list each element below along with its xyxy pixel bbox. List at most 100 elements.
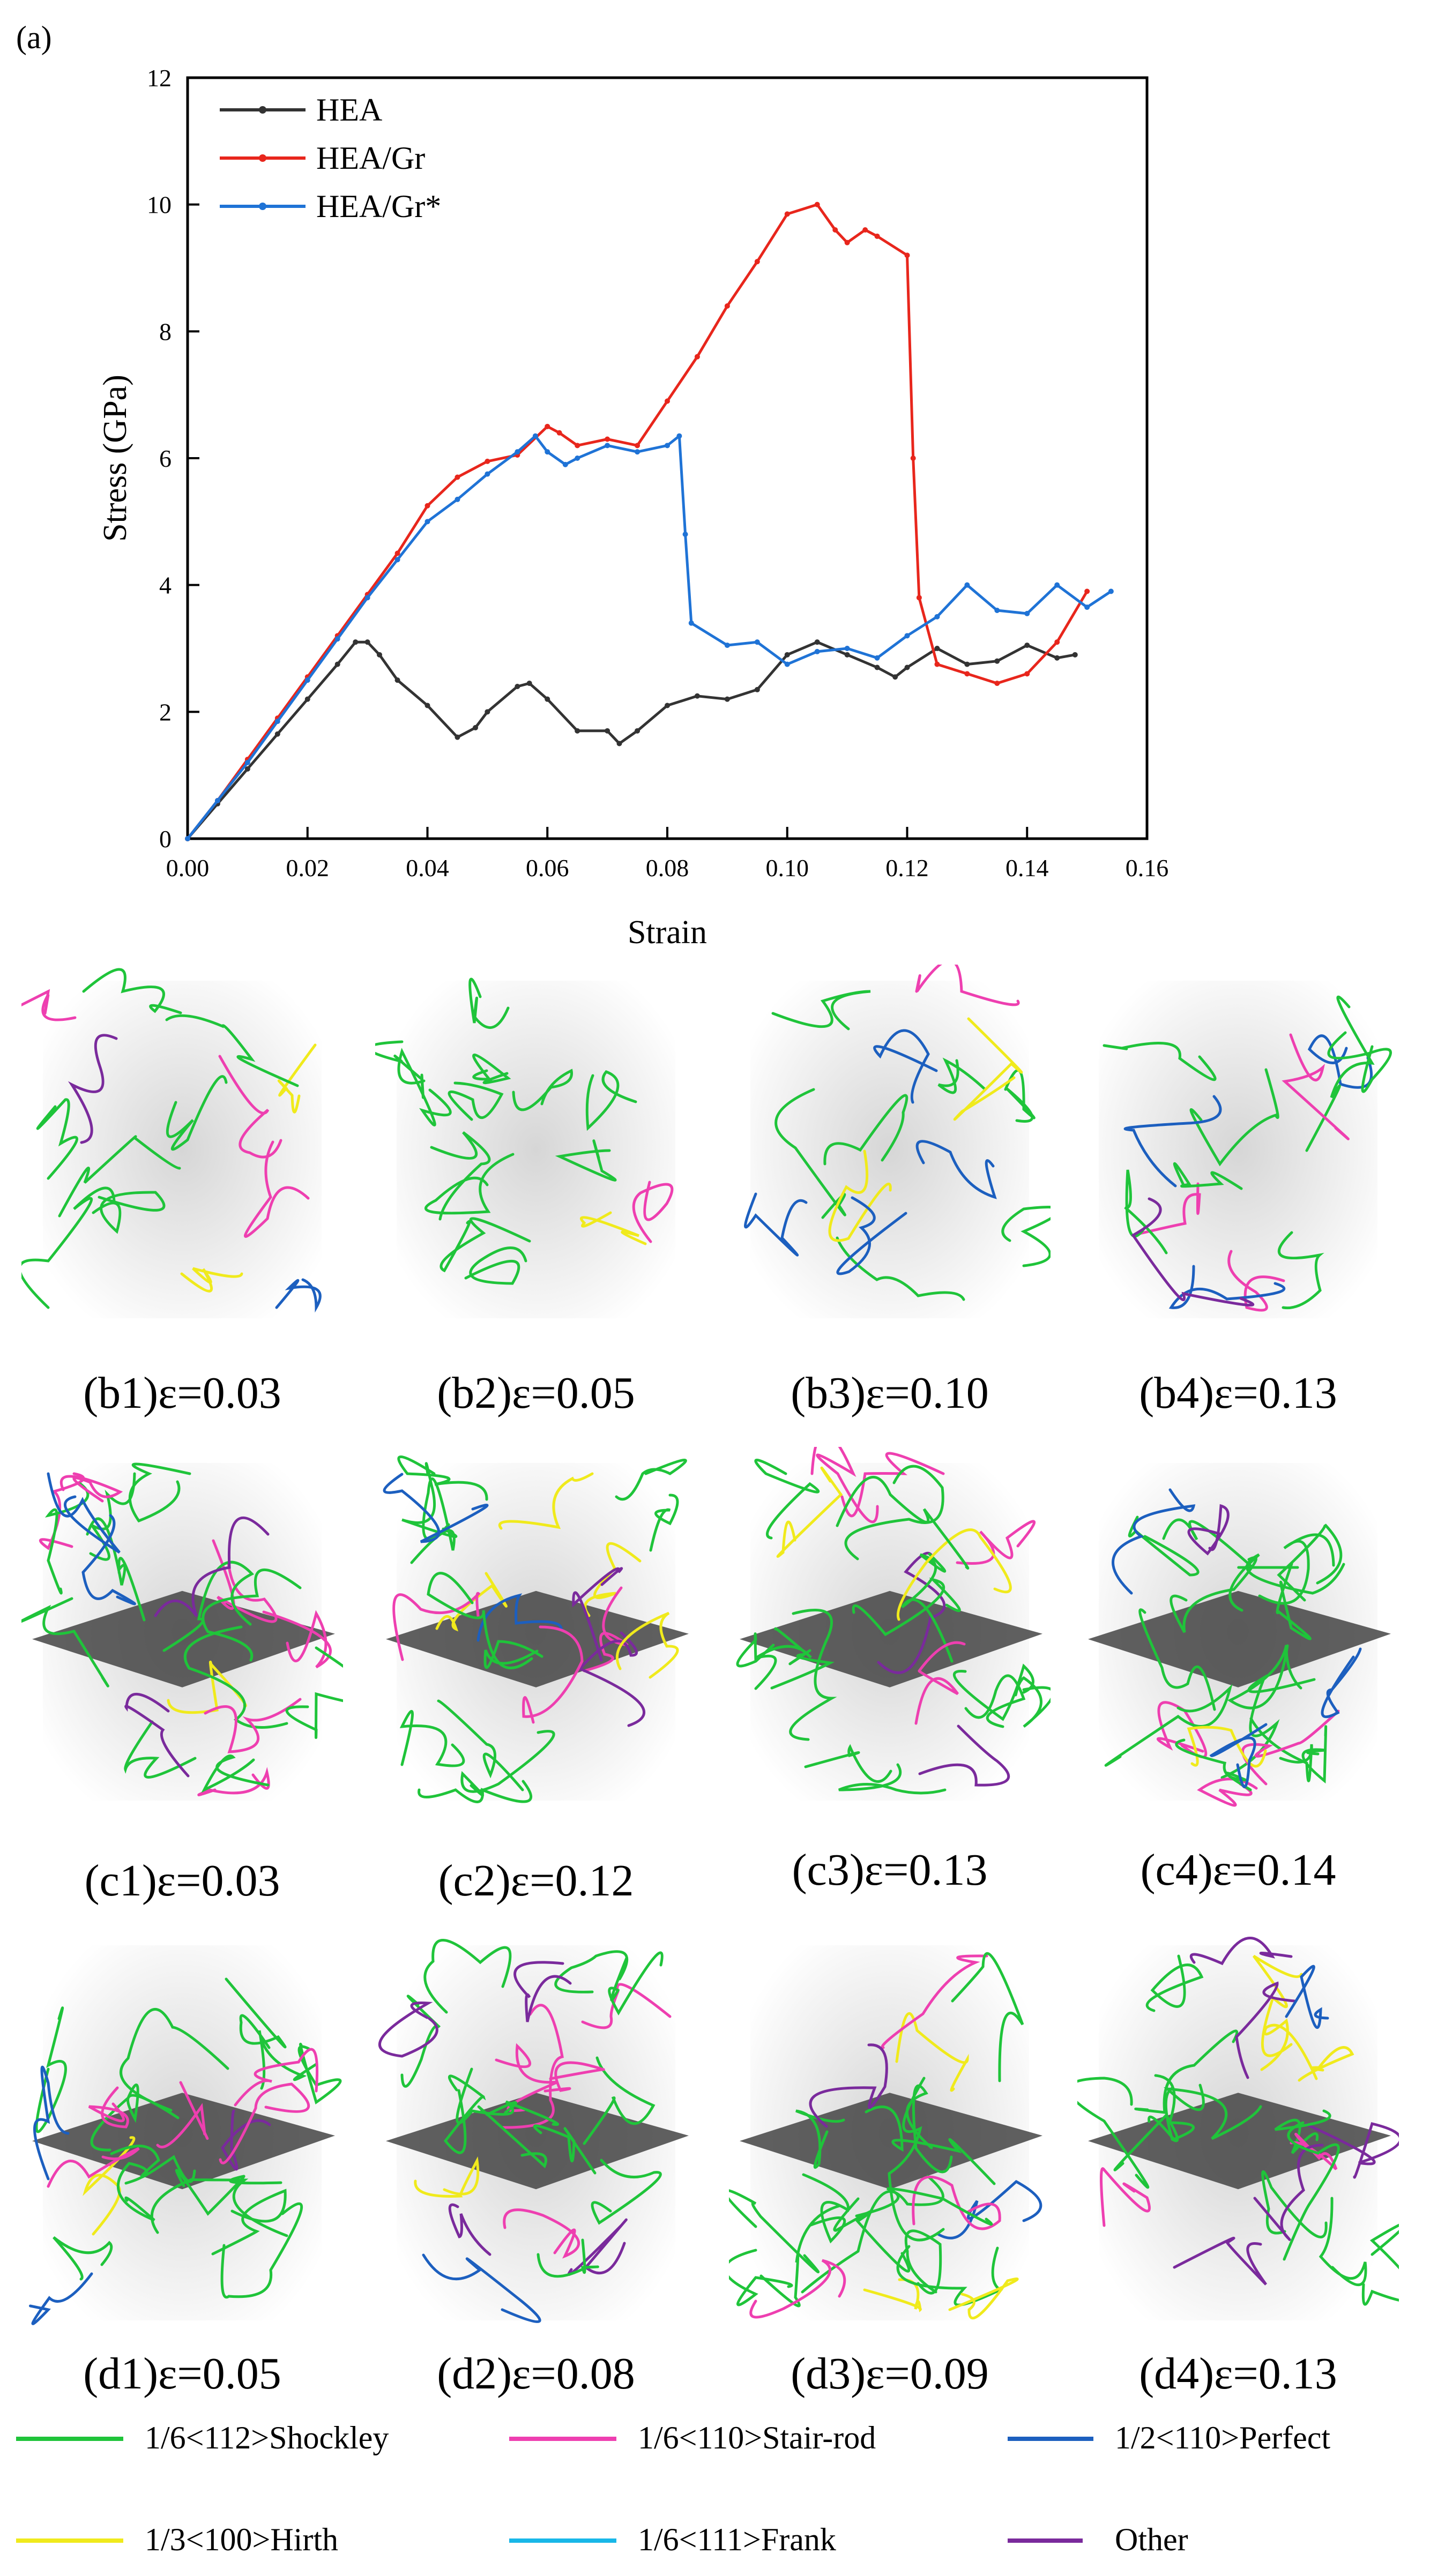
- dislocation-line: [915, 1140, 997, 1199]
- series-line-hea-gr-star: [187, 435, 1112, 840]
- dislocation-line: [456, 2067, 559, 2126]
- label-c1: (c1)ε=0.03: [84, 1856, 280, 1906]
- x-tick-label: 0.16: [1126, 854, 1169, 882]
- legend-marker-hea: [259, 106, 266, 114]
- dislocation-line: [128, 1462, 191, 1523]
- dislocation-line: [1014, 1676, 1051, 1728]
- dislocation-line: [795, 2109, 845, 2169]
- dislocation-line: [1145, 1954, 1204, 2012]
- dislocation-line: [789, 1609, 837, 1741]
- dislocation-line: [35, 2006, 67, 2133]
- x-tick-label: 0.02: [286, 854, 330, 882]
- x-tick-label: 0.10: [766, 854, 809, 882]
- data-point-hea-gr-star: [515, 449, 520, 455]
- data-point-hea-gr-star: [532, 433, 538, 439]
- dislocation-line: [110, 2145, 196, 2183]
- dislocation-line: [1134, 1182, 1201, 1236]
- dislocation-line: [124, 1693, 190, 1778]
- dislocation-line: [1227, 1644, 1302, 1709]
- data-point-hea-gr: [694, 354, 700, 360]
- data-point-hea: [334, 661, 340, 667]
- data-point-hea: [635, 728, 640, 734]
- dislocation-line: [1001, 1206, 1051, 1267]
- dislocation-line: [1249, 1717, 1313, 1782]
- data-point-hea-gr: [1024, 671, 1030, 677]
- dislocation-line: [201, 1754, 270, 1793]
- data-point-hea-gr: [910, 456, 916, 461]
- data-point-hea: [724, 696, 730, 702]
- dislocation-line: [1253, 2144, 1324, 2241]
- data-point-hea: [515, 684, 520, 689]
- x-tick-label: 0.04: [406, 854, 449, 882]
- dislocation-line: [729, 2249, 793, 2306]
- dislocation-line: [649, 1494, 679, 1552]
- dislocation-line: [953, 1017, 1023, 1121]
- data-point-hea-gr: [545, 423, 550, 429]
- dislocation-line: [583, 2056, 656, 2145]
- simulation-box: [1099, 981, 1377, 1318]
- data-point-hea: [244, 766, 250, 772]
- dislocation-line: [1173, 1162, 1243, 1190]
- data-point-hea: [964, 661, 970, 667]
- x-tick-label: 0.06: [526, 854, 569, 882]
- label-d1: (d1)ε=0.05: [83, 2349, 281, 2399]
- snapshot-c1: [21, 1447, 343, 1817]
- dislocation-line: [852, 1577, 961, 1637]
- snapshot-c3: [729, 1447, 1051, 1817]
- dislocation-line: [33, 2065, 70, 2181]
- legend-label-hea: HEA: [316, 92, 382, 128]
- dislocation-line: [448, 1081, 504, 1121]
- dislocation-line: [383, 1473, 489, 1543]
- data-point-hea-gr-star: [676, 433, 682, 439]
- dislocation-line: [581, 1983, 672, 2029]
- dislocation-line: [88, 2086, 129, 2129]
- graphene-sheet: [386, 1591, 689, 1688]
- dislocation-line: [392, 1592, 481, 1661]
- data-point-hea: [904, 664, 910, 670]
- dislocation-line: [1307, 1034, 1373, 1089]
- dislocation-line: [1112, 1488, 1196, 1595]
- data-point-hea: [616, 741, 622, 746]
- data-point-hea: [485, 709, 490, 715]
- label-c4: (c4)ε=0.14: [1140, 1845, 1336, 1895]
- dislocation-line: [90, 2084, 180, 2152]
- data-point-hea-gr-star: [304, 677, 310, 683]
- dislocation-line: [397, 1048, 452, 1126]
- dislocation-line: [1189, 1068, 1279, 1167]
- dislocation-line: [1124, 1169, 1168, 1255]
- snapshot-drawing: [729, 1945, 1042, 2320]
- dislocation-line: [59, 1475, 123, 1503]
- dislocation-line: [166, 1075, 228, 1151]
- data-point-hea: [1054, 655, 1060, 661]
- swatch-perfect: [1008, 2437, 1093, 2441]
- label-c3: (c3)ε=0.13: [792, 1845, 988, 1895]
- dislocation-line: [1113, 2086, 1179, 2171]
- dislocation-line: [53, 2236, 113, 2281]
- legend-text-stair-rod: 1/6<110>Stair-rod: [638, 2420, 876, 2455]
- legend-label-hea-gr: HEA/Gr: [316, 140, 425, 176]
- snapshot-b2: [375, 965, 697, 1334]
- dislocation-line: [554, 1950, 629, 1993]
- dislocation-line: [1274, 2109, 1331, 2154]
- dislocation-line: [512, 1069, 573, 1111]
- dislocation-line: [583, 1586, 629, 1672]
- dislocation-line: [468, 977, 510, 1029]
- dislocation-line: [150, 2178, 288, 2237]
- data-point-hea-gr-star: [844, 646, 850, 651]
- dislocation-line: [1163, 2084, 1262, 2140]
- dislocation-line: [1103, 1042, 1217, 1081]
- dislocation-line: [1187, 1726, 1267, 1768]
- dislocation-line: [427, 1572, 533, 1669]
- data-point-hea-gr-star: [1084, 604, 1090, 610]
- dislocation-line: [1252, 1954, 1303, 2057]
- dislocation-line: [47, 2147, 140, 2188]
- dislocation-line: [873, 1029, 938, 1104]
- dislocation-line: [1175, 1738, 1252, 1791]
- dislocation-line: [1100, 2167, 1151, 2227]
- data-point-hea: [455, 734, 460, 740]
- dislocation-line: [165, 1014, 299, 1087]
- data-point-hea-gr: [1054, 639, 1060, 645]
- dislocation-line: [580, 1211, 647, 1245]
- dislocation-line: [418, 1780, 533, 1803]
- label-b4: (b4)ε=0.13: [1139, 1368, 1337, 1418]
